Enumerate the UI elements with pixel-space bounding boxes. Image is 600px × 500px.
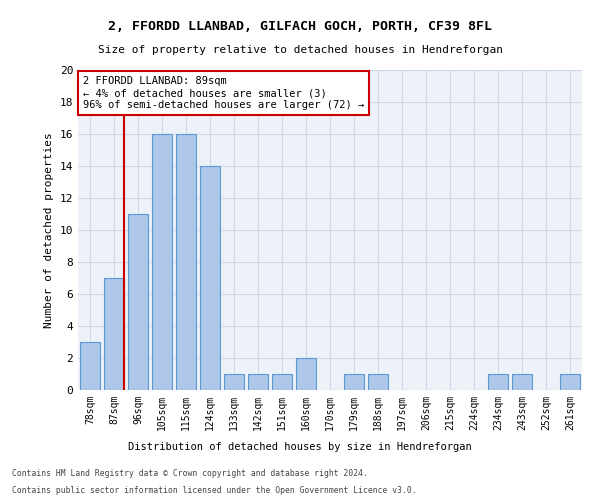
Bar [272,374,292,390]
Bar [512,374,532,390]
Bar [176,134,196,390]
Text: Contains public sector information licensed under the Open Government Licence v3: Contains public sector information licen… [12,486,416,495]
Y-axis label: Number of detached properties: Number of detached properties [44,132,54,328]
Text: 2 FFORDD LLANBAD: 89sqm
← 4% of detached houses are smaller (3)
96% of semi-deta: 2 FFORDD LLANBAD: 89sqm ← 4% of detached… [83,76,364,110]
Bar [80,342,100,390]
Bar [344,374,364,390]
Bar [224,374,244,390]
Bar [368,374,388,390]
Text: 2, FFORDD LLANBAD, GILFACH GOCH, PORTH, CF39 8FL: 2, FFORDD LLANBAD, GILFACH GOCH, PORTH, … [108,20,492,33]
Bar [560,374,580,390]
Bar [104,278,124,390]
Text: Contains HM Land Registry data © Crown copyright and database right 2024.: Contains HM Land Registry data © Crown c… [12,468,368,477]
Bar [200,166,220,390]
Bar [248,374,268,390]
Bar [488,374,508,390]
Text: Distribution of detached houses by size in Hendreforgan: Distribution of detached houses by size … [128,442,472,452]
Text: Size of property relative to detached houses in Hendreforgan: Size of property relative to detached ho… [97,45,503,55]
Bar [128,214,148,390]
Bar [152,134,172,390]
Bar [296,358,316,390]
